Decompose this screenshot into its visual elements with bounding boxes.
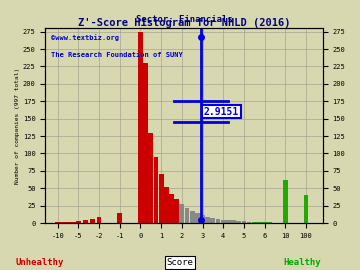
Bar [264, 222, 268, 223]
Text: Sector: Financials: Sector: Financials [135, 15, 232, 24]
Bar [266, 222, 271, 223]
Bar [190, 211, 194, 223]
Bar [237, 221, 241, 223]
Text: Healthy: Healthy [284, 258, 321, 267]
Bar [216, 219, 220, 223]
Bar [164, 187, 169, 223]
Bar [200, 215, 205, 223]
Bar [76, 221, 81, 223]
Bar [205, 217, 210, 223]
Text: 2.9151: 2.9151 [204, 107, 239, 117]
Y-axis label: Number of companies (997 total): Number of companies (997 total) [15, 68, 20, 184]
Bar [195, 213, 200, 223]
Bar [64, 222, 68, 223]
Bar [148, 133, 153, 223]
Bar [185, 208, 189, 223]
Bar [267, 222, 272, 223]
Bar [59, 222, 64, 223]
Bar [211, 218, 215, 223]
Text: ©www.textbiz.org: ©www.textbiz.org [51, 34, 119, 41]
Bar [159, 174, 163, 223]
Bar [262, 222, 267, 223]
Bar [265, 222, 270, 223]
Bar [154, 157, 158, 223]
Bar [138, 32, 143, 223]
Text: Score: Score [167, 258, 193, 267]
Title: Z'-Score Histogram for NHLD (2016): Z'-Score Histogram for NHLD (2016) [78, 18, 290, 28]
Bar [242, 221, 246, 223]
Bar [257, 222, 262, 223]
Bar [97, 217, 102, 223]
Bar [117, 213, 122, 223]
Bar [68, 222, 72, 223]
Bar [247, 222, 251, 223]
Bar [55, 222, 60, 223]
Bar [221, 220, 226, 223]
Bar [303, 195, 309, 223]
Text: The Research Foundation of SUNY: The Research Foundation of SUNY [51, 52, 183, 58]
Bar [252, 222, 257, 223]
Bar [283, 180, 288, 223]
Bar [143, 63, 148, 223]
Bar [231, 220, 236, 223]
Bar [72, 222, 77, 223]
Text: Unhealthy: Unhealthy [15, 258, 64, 267]
Bar [83, 220, 87, 223]
Bar [169, 194, 174, 223]
Bar [90, 219, 95, 223]
Bar [179, 204, 184, 223]
Bar [174, 199, 179, 223]
Bar [226, 220, 231, 223]
